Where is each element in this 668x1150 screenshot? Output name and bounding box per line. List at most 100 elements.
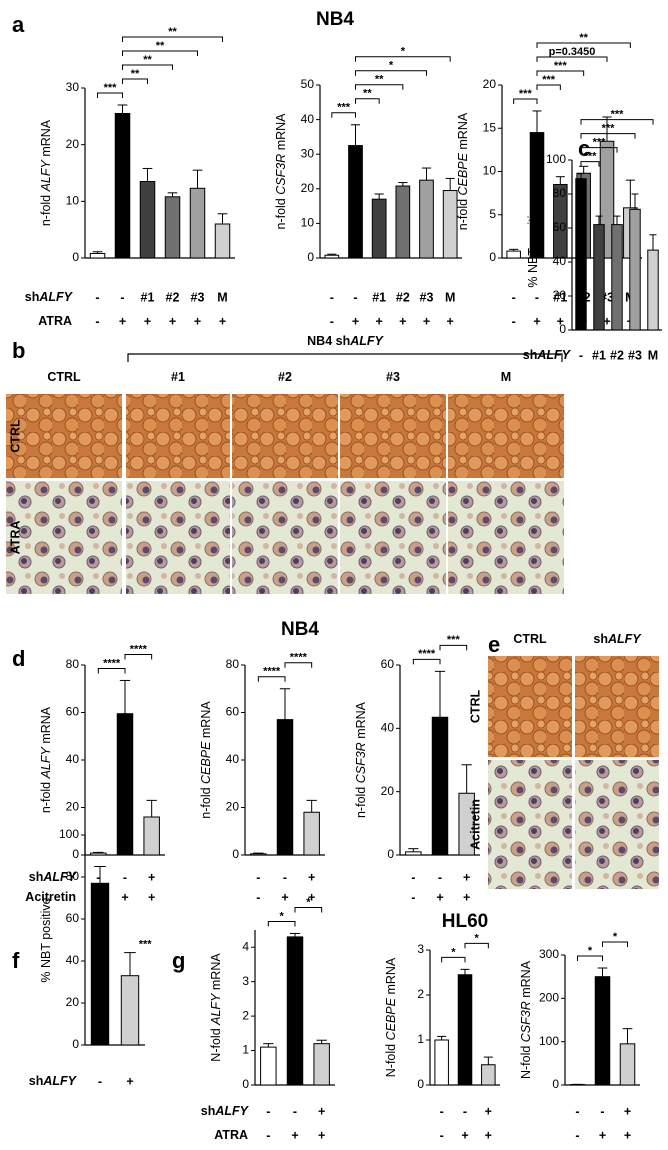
- y-axis-label-part: % NBT positive: [526, 202, 540, 287]
- x-tick-label: +: [318, 1128, 325, 1142]
- y-tick-label: 30: [301, 146, 315, 160]
- bar: [90, 882, 110, 1046]
- panel-label: g: [172, 948, 185, 973]
- y-tick-label: 40: [226, 752, 240, 766]
- x-tick-label: -: [256, 890, 260, 904]
- panel-label: f: [12, 948, 20, 973]
- y-tick-label: 20: [66, 800, 80, 814]
- bar: [114, 113, 131, 259]
- significance-label: *: [401, 46, 406, 58]
- x-tick-label: -: [98, 1074, 102, 1088]
- bar: [89, 252, 106, 259]
- significance-bracket: [536, 70, 585, 76]
- y-axis-label-part: n-fold: [199, 784, 213, 819]
- significance-bracket: [580, 147, 618, 153]
- y-tick-label: 20: [381, 784, 395, 798]
- y-tick-label: 40: [66, 953, 80, 967]
- y-tick-label: 60: [226, 705, 240, 719]
- column-header-part: NB4 sh: [307, 334, 350, 348]
- row-label-part: ALFY: [536, 348, 571, 362]
- y-axis-label-part: N-fold: [209, 1025, 223, 1062]
- bar: [116, 713, 134, 856]
- row-label-part: sh: [29, 870, 44, 884]
- bar: [419, 179, 434, 259]
- micrograph: [446, 479, 566, 596]
- y-axis-label-part: CEBPE: [199, 741, 213, 784]
- significance-label: *: [588, 945, 593, 957]
- row-label-part: ATRA: [214, 1128, 248, 1142]
- significance-label: ***: [542, 74, 556, 86]
- significance-label: ****: [103, 657, 121, 669]
- significance-bracket: [97, 667, 126, 674]
- x-tick-label: +: [557, 314, 564, 328]
- panel-label: a: [12, 12, 25, 37]
- micrograph: [446, 392, 566, 480]
- x-tick-label: #3: [191, 290, 205, 304]
- panel-label: e: [488, 632, 500, 657]
- column-label-part: CTRL: [513, 632, 547, 646]
- x-tick-label: +: [485, 1128, 492, 1142]
- y-tick-label: 80: [66, 657, 80, 671]
- y-tick-label: 40: [553, 254, 567, 268]
- x-tick-label: +: [148, 870, 155, 884]
- y-tick-label: 10: [483, 164, 497, 178]
- row-label-part: ATRA: [38, 314, 72, 328]
- y-axis-label-part: mRNA: [456, 112, 470, 153]
- y-axis-label-part: CSF3R: [519, 1001, 533, 1042]
- bar: [276, 719, 294, 856]
- significance-label: ***: [611, 109, 625, 121]
- y-tick-label: 0: [72, 250, 79, 264]
- micrograph: [573, 758, 661, 891]
- bar: [324, 254, 340, 259]
- x-tick-label: -: [256, 870, 260, 884]
- significance-bracket: [122, 36, 223, 42]
- x-tick-label: -: [120, 290, 124, 304]
- y-axis-label-part: N-fold: [519, 1042, 533, 1079]
- significance-label: p=0.3450: [549, 46, 596, 58]
- x-tick-label: -: [463, 1104, 467, 1118]
- y-tick-label: 0: [242, 1077, 249, 1091]
- x-tick-label: +: [352, 314, 359, 328]
- x-tick-label: +: [376, 314, 383, 328]
- column-label: #1: [171, 370, 185, 384]
- x-tick-label: #1: [592, 348, 606, 362]
- x-tick-label: -: [353, 290, 357, 304]
- column-label-part: M: [501, 370, 511, 384]
- x-tick-label: -: [438, 870, 442, 884]
- y-axis-label-part: N-fold: [384, 1040, 398, 1077]
- x-tick-label: -: [575, 1128, 579, 1142]
- significance-bracket: [355, 84, 404, 90]
- column-label-part: sh: [593, 632, 608, 646]
- significance-label: ***: [447, 634, 461, 646]
- bar: [629, 208, 641, 331]
- x-tick-label: M: [217, 290, 227, 304]
- significance-label: ***: [104, 82, 118, 94]
- significance-label: *: [451, 946, 456, 958]
- bar: [506, 250, 521, 259]
- y-axis-label-part: n-fold: [354, 783, 368, 818]
- bar: [481, 1064, 496, 1086]
- x-tick-label: +: [463, 890, 470, 904]
- significance-label: ***: [593, 137, 607, 149]
- significance-bracket: [257, 676, 286, 682]
- x-tick-label: -: [579, 348, 583, 362]
- row-label: shALFY: [29, 870, 78, 884]
- bar: [303, 811, 320, 856]
- bar: [647, 249, 659, 331]
- bar: [189, 187, 206, 259]
- bar: [164, 196, 181, 259]
- significance-bracket: [355, 56, 451, 62]
- y-tick-label: 2: [417, 987, 424, 1001]
- micrograph: [486, 654, 574, 759]
- x-tick-label: -: [266, 1104, 270, 1118]
- column-label: shALFY: [593, 632, 642, 646]
- y-tick-label: 0: [307, 250, 314, 264]
- row-label: ATRA: [214, 1128, 248, 1142]
- significance-label: ***: [584, 151, 598, 163]
- x-tick-label: +: [624, 1104, 631, 1118]
- x-tick-label: +: [148, 890, 155, 904]
- significance-bracket: [294, 906, 323, 913]
- row-label-part: ALFY: [42, 870, 77, 884]
- x-tick-label: +: [291, 1128, 298, 1142]
- x-tick-label: +: [119, 314, 126, 328]
